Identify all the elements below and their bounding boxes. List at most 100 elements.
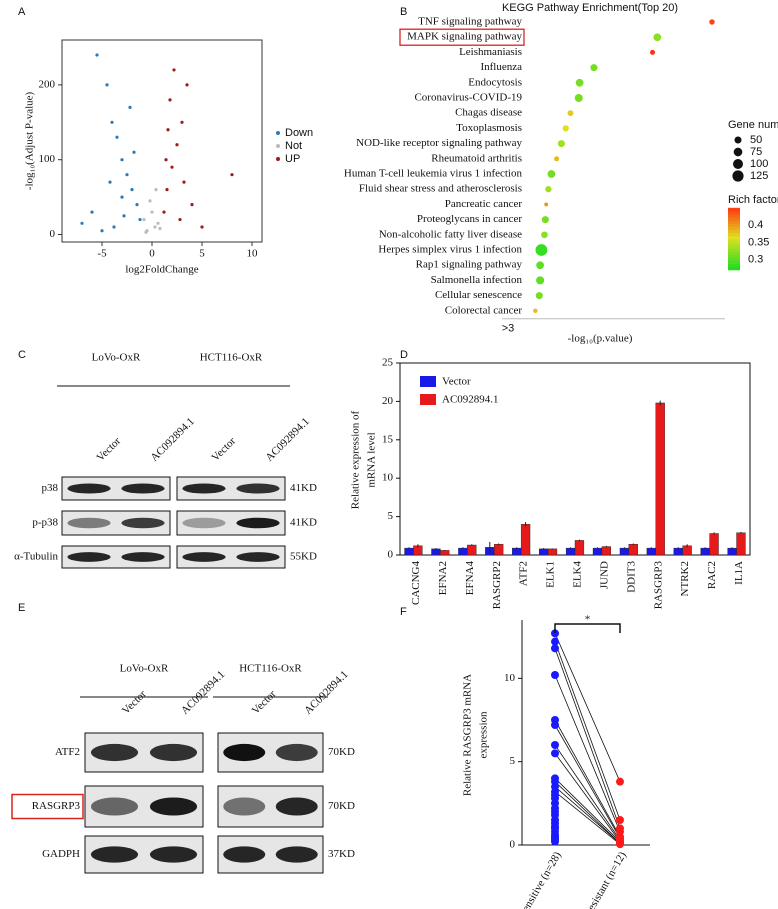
- x-tick-label: CACNG4: [410, 561, 422, 606]
- y-tick-label: 5: [388, 510, 394, 522]
- panel-label: D: [400, 349, 408, 361]
- category-label: Coronavirus-COVID-19: [414, 92, 522, 104]
- blot-band: [223, 797, 266, 816]
- blot-band: [90, 797, 139, 816]
- category-label: Non-alcoholic fatty liver disease: [379, 228, 522, 240]
- point: [135, 202, 139, 207]
- bar: [404, 547, 414, 556]
- color-bar: [728, 229, 740, 234]
- dot: [535, 244, 548, 256]
- dot: [575, 78, 584, 87]
- blot-band: [149, 743, 198, 762]
- bar: [628, 544, 638, 556]
- x-tick-label: 0: [149, 248, 155, 260]
- point: [112, 225, 116, 229]
- row-label: GADPH: [42, 848, 80, 860]
- bar: [601, 546, 612, 556]
- pair-line: [554, 781, 621, 844]
- color-bar: [728, 254, 740, 258]
- blot-band: [236, 483, 280, 494]
- y-axis-label: -log₁₀(Adjust P-value): [24, 91, 36, 190]
- dot: [557, 140, 565, 148]
- blot-box: [61, 476, 171, 501]
- point: [153, 225, 157, 229]
- point: [95, 53, 99, 57]
- bar: [538, 548, 549, 556]
- lane-label: AC092894.1: [263, 415, 311, 463]
- x-tick-label: >3: [502, 323, 515, 335]
- point: [132, 150, 136, 154]
- size-label: 37KD: [328, 848, 355, 860]
- lane-label: Vector: [94, 435, 123, 464]
- dot: [653, 33, 662, 42]
- bar: [467, 544, 477, 556]
- size-label: 41KD: [290, 517, 317, 529]
- lane-label: Vector: [250, 688, 279, 717]
- point: [154, 188, 158, 192]
- dot: [574, 93, 583, 103]
- category-label: Salmonella infection: [431, 274, 523, 286]
- blot-band: [182, 517, 226, 529]
- x-tick-label: EFNA2: [437, 561, 449, 595]
- x-tick-label: Oxa-Resistant (n=12): [571, 849, 629, 909]
- bar: [565, 547, 576, 556]
- x-tick-label: NTRK2: [679, 561, 691, 596]
- color-bar: [728, 257, 740, 261]
- color-bar: [728, 263, 740, 268]
- point: [172, 68, 176, 72]
- point: [115, 135, 119, 139]
- bar: [574, 540, 585, 556]
- point: [110, 120, 114, 124]
- size-label: 70KD: [328, 746, 355, 758]
- dot: [650, 49, 656, 55]
- highlight-box: [399, 28, 525, 46]
- row-label: p-p38: [32, 517, 58, 529]
- pair-line: [554, 648, 621, 829]
- dot: [536, 261, 544, 270]
- blot-band: [90, 846, 139, 863]
- bar: [512, 547, 522, 556]
- x-tick-label: RASGRP2: [491, 561, 503, 609]
- point: [551, 741, 559, 749]
- point: [100, 229, 104, 233]
- blot-band: [67, 552, 111, 562]
- dot: [545, 186, 552, 193]
- chart-title: KEGG Pathway Enrichment(Top 20): [502, 2, 678, 14]
- bar: [592, 547, 603, 556]
- y-tick-label: 10: [382, 472, 394, 484]
- size-legend-marker: [734, 136, 742, 144]
- legend-marker: [276, 131, 280, 135]
- color-bar: [728, 214, 740, 218]
- x-tick-label: IL1A: [733, 561, 745, 585]
- y-axis-label: Relative RASGRP3 mRNA: [462, 674, 474, 796]
- point: [551, 721, 559, 729]
- color-bar: [728, 260, 740, 265]
- y-axis-label: mRNA level: [366, 432, 378, 487]
- row-label: p38: [42, 482, 59, 494]
- pair-line: [554, 641, 621, 821]
- category-label: Influenza: [480, 61, 522, 73]
- blot-band: [121, 517, 165, 529]
- group-label: HCT116-OxR: [200, 352, 263, 364]
- point: [125, 173, 129, 177]
- bar: [494, 544, 504, 556]
- category-label: Rheumatoid arthritis: [431, 152, 522, 164]
- point: [175, 143, 179, 147]
- dot: [541, 231, 548, 239]
- point: [178, 217, 182, 222]
- highlight-box: [11, 793, 84, 820]
- blot-band: [121, 552, 165, 562]
- x-tick-label: 5: [199, 248, 205, 260]
- lane-label: AC092894.1: [148, 415, 196, 463]
- color-bar: [728, 226, 740, 230]
- blot-band: [275, 797, 318, 816]
- color-bar: [728, 210, 740, 215]
- bar: [458, 547, 468, 556]
- legend-label: Down: [285, 127, 313, 139]
- point: [165, 188, 169, 192]
- legend-label: UP: [285, 153, 300, 165]
- legend-label: Vector: [442, 376, 471, 388]
- category-label: Fluid shear stress and atherosclerosis: [359, 183, 522, 195]
- group-label: LoVo-OxR: [120, 663, 169, 675]
